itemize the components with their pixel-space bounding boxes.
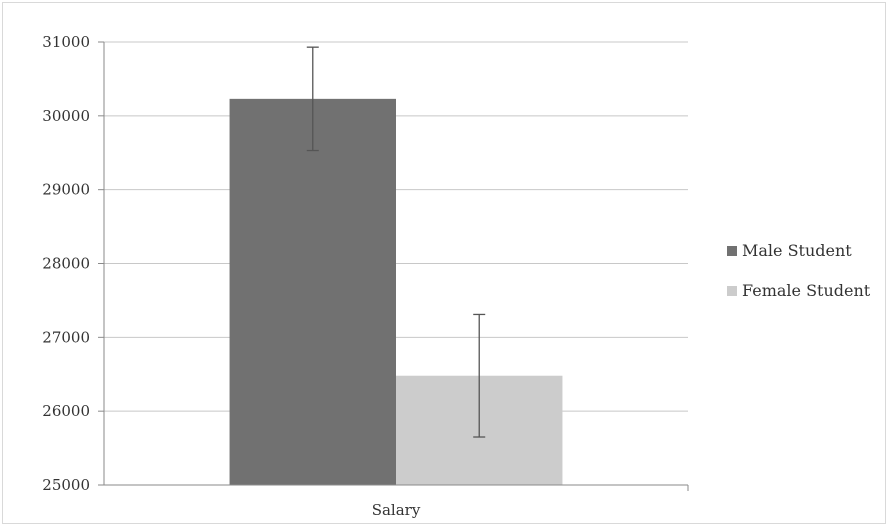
- x-axis-categories: Salary: [372, 501, 421, 519]
- legend: Male Student Female Student: [727, 241, 871, 300]
- legend-swatch: [727, 246, 737, 256]
- y-tick-label: 28000: [42, 255, 90, 273]
- bar-male-student: [229, 98, 396, 485]
- y-tick-label: 25000: [42, 476, 90, 494]
- legend-label: Male Student: [742, 241, 852, 260]
- legend-swatch: [727, 286, 737, 296]
- y-tick-label: 29000: [42, 181, 90, 199]
- bars: [229, 98, 563, 485]
- y-tick-label: 27000: [42, 328, 90, 346]
- y-axis-ticks: 25000 26000 27000 28000 29000 30000 31000: [42, 33, 104, 494]
- legend-label: Female Student: [742, 281, 871, 300]
- x-category-label: Salary: [372, 501, 421, 519]
- y-tick-label: 30000: [42, 107, 90, 125]
- error-bars: [306, 46, 486, 438]
- y-tick-label: 26000: [42, 402, 90, 420]
- y-tick-label: 31000: [42, 33, 90, 51]
